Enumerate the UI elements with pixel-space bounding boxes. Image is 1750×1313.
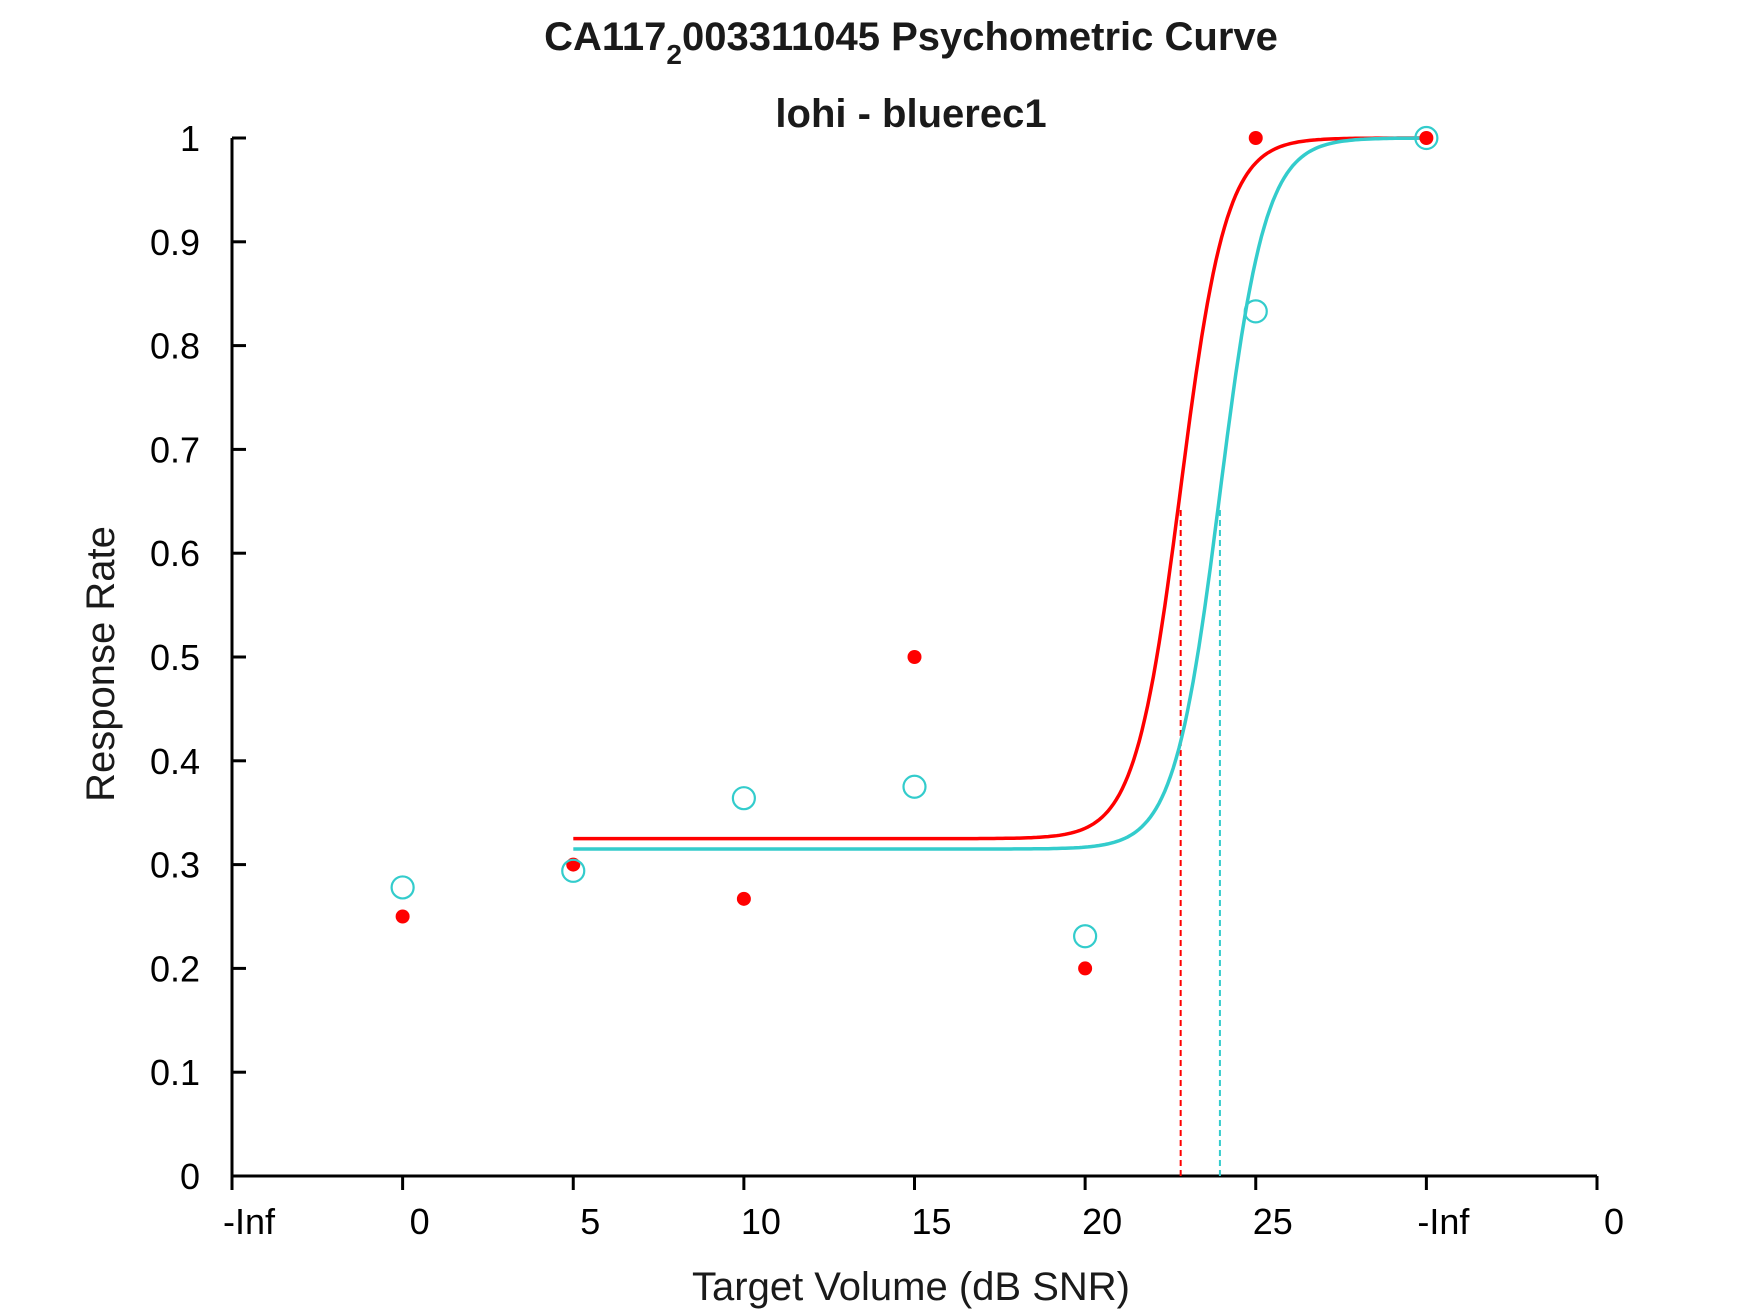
data-point-open — [1243, 299, 1268, 324]
data-point-filled — [1248, 131, 1263, 145]
x-tick-label: 25 — [1253, 1201, 1293, 1242]
y-tick-label: 0.5 — [150, 637, 200, 678]
data-point-open — [1073, 924, 1098, 949]
y-tick-label: 0.2 — [150, 948, 200, 989]
data-point-open — [1414, 125, 1439, 151]
x-tick-label: 5 — [580, 1201, 600, 1242]
data-point-filled — [1078, 961, 1093, 976]
plot-area: 0 0.1 0.2 0.3 0.4 0.5 0.6 0.7 0.8 0.9 1 -Inf 0 5 10 15 2… — [150, 118, 1624, 1242]
y-tick-label: 0.9 — [150, 222, 200, 263]
x-axis-label: Target Volume (dB SNR) — [692, 1265, 1130, 1309]
x-tick-label: 10 — [741, 1201, 781, 1242]
x-tick-label: 0 — [410, 1201, 430, 1242]
fit-curve-1 — [573, 136, 1427, 851]
data-point-filled — [736, 891, 751, 906]
data-point-filled — [395, 909, 410, 924]
x-tick-label: 15 — [911, 1201, 951, 1242]
y-tick-label: 0.1 — [150, 1052, 200, 1093]
y-tick-label: 0.8 — [150, 326, 200, 367]
data-point-filled — [907, 650, 922, 664]
chart-title-rest: 003311045 Psychometric Curve — [682, 15, 1278, 59]
data-point-open — [902, 774, 927, 799]
y-tick-label: 0.7 — [150, 429, 200, 470]
x-tick-label: 20 — [1082, 1201, 1122, 1242]
chart-title: CA1172003311045 Psychometric Curve — [544, 15, 1278, 70]
chart-subtitle: lohi - bluerec1 — [775, 92, 1046, 136]
data-point-open — [390, 875, 415, 900]
y-tick-label: 0.3 — [150, 845, 200, 886]
y-axis-label: Response Rate — [79, 526, 123, 802]
x-tick-label: 0 — [1604, 1201, 1624, 1242]
data-point-filled — [1419, 131, 1434, 145]
x-tick-label: -Inf — [223, 1201, 276, 1242]
fit-curve-0 — [573, 136, 1427, 841]
y-tick-label: 0 — [180, 1156, 200, 1197]
data-point-open — [561, 858, 586, 883]
data-point-open — [731, 786, 756, 811]
y-tick-label: 1 — [180, 118, 200, 159]
y-tick-label: 0.4 — [150, 741, 200, 782]
x-tick-label: -Inf — [1417, 1201, 1470, 1242]
chart-title-subscript: 2 — [666, 39, 682, 70]
y-tick-label: 0.6 — [150, 533, 200, 574]
chart-title-main: CA117 — [544, 15, 666, 59]
